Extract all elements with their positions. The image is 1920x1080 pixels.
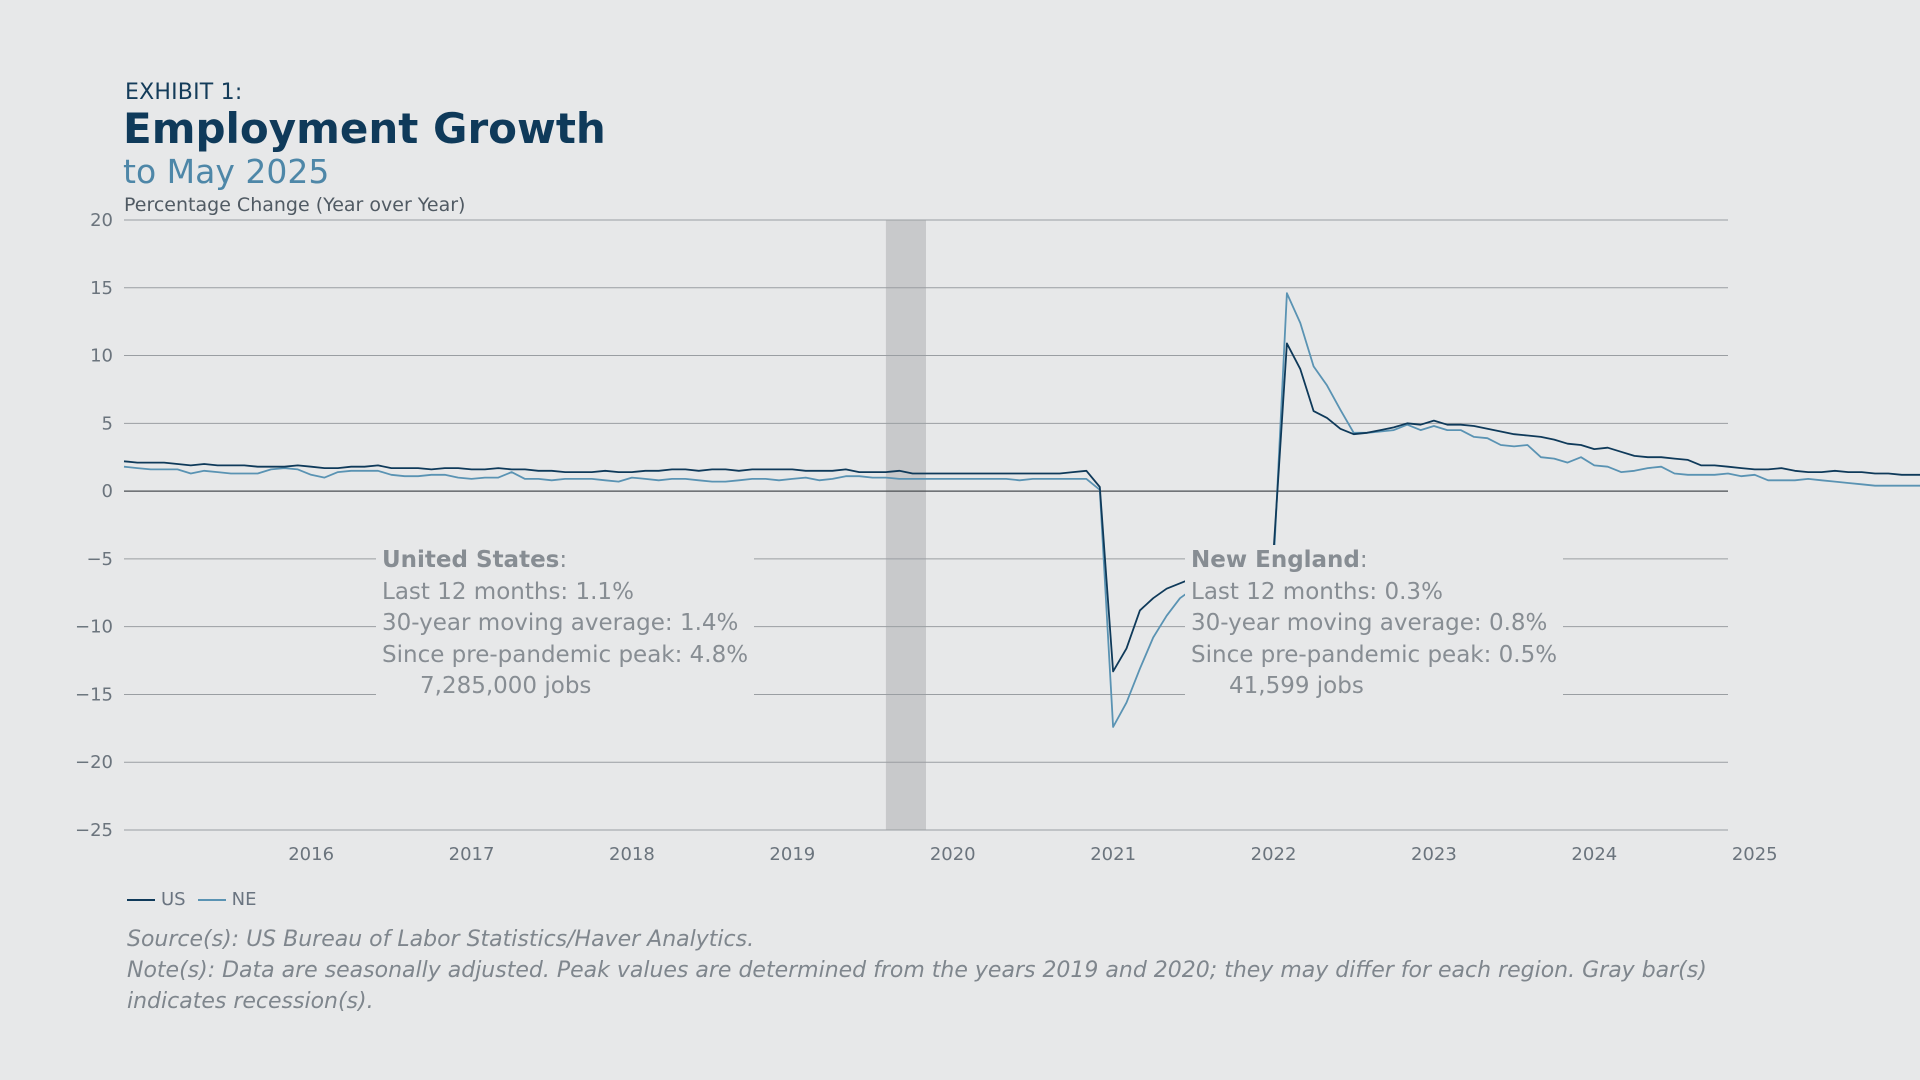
us-jobs: 7,285,000 jobs <box>420 673 592 699</box>
chart-subtitle: to May 2025 <box>123 152 330 191</box>
us-annotation-title: United States <box>382 547 560 573</box>
x-tick-label: 2024 <box>1571 844 1617 865</box>
chart-title: Employment Growth <box>123 104 606 153</box>
footnotes: Source(s): US Bureau of Labor Statistics… <box>127 924 1747 1017</box>
y-tick-label: 0 <box>102 481 113 502</box>
exhibit-label: EXHIBIT 1: <box>125 80 243 105</box>
x-tick-label: 2021 <box>1090 844 1136 865</box>
ne-last-12-months: Last 12 months: 0.3% <box>1191 578 1443 605</box>
series-line-us <box>123 342 1920 673</box>
ne-annotation-title: New England <box>1191 547 1360 573</box>
us-30yr-average: 30-year moving average: 1.4% <box>382 610 739 636</box>
y-axis-label: Percentage Change (Year over Year) <box>124 194 466 216</box>
legend: US NE <box>127 889 268 910</box>
y-tick-label: −10 <box>75 617 113 638</box>
ne-30yr-average: 30-year moving average: 0.8% <box>1191 610 1548 636</box>
x-tick-label: 2023 <box>1411 844 1457 865</box>
ne-annotation: New England: Last 12 months: 0.3% 30-yea… <box>1185 545 1564 703</box>
x-tick-label: 2019 <box>769 844 815 865</box>
legend-item-ne: NE <box>197 889 257 910</box>
x-tick-label: 2018 <box>609 844 655 865</box>
y-tick-label: −5 <box>86 549 113 570</box>
y-tick-label: 5 <box>102 413 113 434</box>
us-since-peak: Since pre-pandemic peak: 4.8% <box>382 641 749 668</box>
employment-growth-chart: 20 15 10 5 0 −5 −10 −15 −20 −25 2016 2017 2018 2019 20… <box>75 210 1920 865</box>
y-tick-label: −25 <box>75 820 113 841</box>
x-tick-label: 2017 <box>449 844 495 865</box>
x-tick-label: 2020 <box>930 844 976 865</box>
legend-item-us: US <box>127 889 186 910</box>
us-annotation: United States: Last 12 months: 1.1% 30-y… <box>376 545 755 703</box>
data-note: Note(s): Data are seasonally adjusted. P… <box>127 958 1707 1014</box>
x-tick-label: 2025 <box>1732 844 1778 865</box>
legend-label-ne: NE <box>231 889 257 910</box>
y-tick-label: 15 <box>90 278 113 299</box>
us-last-12-months: Last 12 months: 1.1% <box>382 578 634 605</box>
source-note: Source(s): US Bureau of Labor Statistics… <box>127 927 755 952</box>
legend-swatch-us <box>127 898 155 901</box>
y-tick-label: −20 <box>75 752 113 773</box>
y-tick-label: 10 <box>90 346 113 367</box>
ne-jobs: 41,599 jobs <box>1229 673 1364 699</box>
legend-label-us: US <box>161 889 186 910</box>
y-tick-label: 20 <box>90 210 113 231</box>
recession-bar <box>885 220 926 830</box>
x-tick-label: 2022 <box>1251 844 1297 865</box>
ne-since-peak: Since pre-pandemic peak: 0.5% <box>1191 641 1558 668</box>
y-tick-label: −15 <box>75 684 113 705</box>
series-line-ne <box>123 292 1920 728</box>
legend-swatch-ne <box>197 898 226 901</box>
x-tick-label: 2016 <box>288 844 334 865</box>
